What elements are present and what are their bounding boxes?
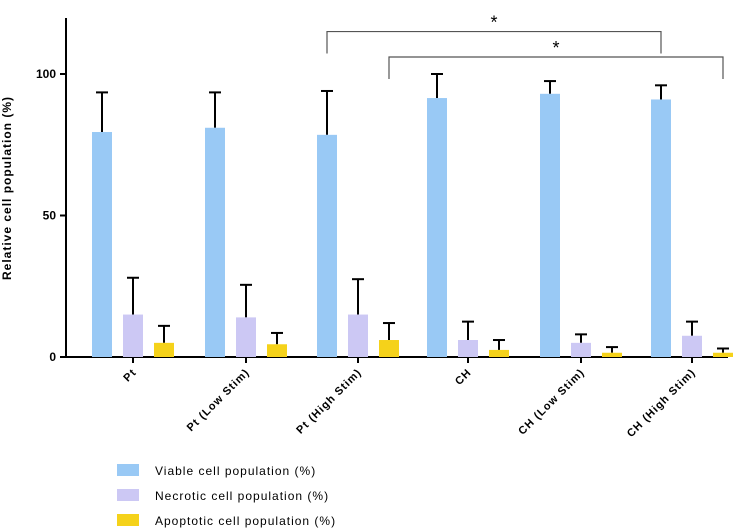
- bar: [651, 99, 671, 357]
- y-axis-label: Relative cell population (%): [0, 96, 14, 280]
- x-tick-label: Pt (High Stim): [294, 367, 364, 437]
- bar: [92, 132, 112, 357]
- bar: [236, 317, 256, 357]
- legend-swatch: [117, 464, 139, 476]
- significance-marker: *: [490, 13, 497, 33]
- significance-bracket: [388, 56, 724, 80]
- legend-label: Apoptotic cell population (%): [155, 514, 336, 528]
- bar: [205, 127, 225, 358]
- y-ticks: 0 50 100: [36, 67, 66, 364]
- bar: [602, 352, 622, 357]
- bar: [489, 349, 509, 357]
- x-tick-label: CH (High Stim): [625, 367, 698, 440]
- bar: [123, 314, 143, 357]
- legend-swatch: [117, 489, 139, 501]
- bar: [154, 342, 174, 357]
- legend-swatch: [117, 514, 139, 526]
- y-tick-label: 100: [36, 67, 56, 81]
- x-tick-label: CH (Low Stim): [516, 367, 587, 438]
- bar: [317, 134, 337, 357]
- bar: [571, 342, 591, 357]
- bar: [713, 352, 733, 357]
- significance-annotations: **: [326, 13, 724, 80]
- bar: [267, 344, 287, 357]
- significance-bracket: [326, 30, 662, 54]
- y-tick-label: 0: [49, 350, 56, 364]
- bar: [379, 340, 399, 357]
- x-tick-label: Pt: [121, 367, 139, 385]
- bar: [348, 314, 368, 357]
- x-tick-label: CH: [453, 367, 474, 388]
- significance-marker: *: [552, 38, 559, 58]
- bar: [540, 93, 560, 357]
- legend-label: Viable cell population (%): [155, 464, 316, 478]
- bar: [427, 98, 447, 358]
- y-tick-label: 50: [43, 209, 57, 223]
- legend: Viable cell population (%) Necrotic cell …: [117, 464, 336, 528]
- bar: [682, 335, 702, 357]
- x-tick-labels: Pt Pt (Low Stim) Pt (High Stim) CH CH (Low S…: [121, 367, 698, 440]
- axes: [65, 18, 728, 358]
- legend-label: Necrotic cell population (%): [155, 489, 329, 503]
- bars: [92, 73, 733, 363]
- bar: [458, 340, 478, 357]
- x-tick-label: Pt (Low Stim): [185, 367, 252, 434]
